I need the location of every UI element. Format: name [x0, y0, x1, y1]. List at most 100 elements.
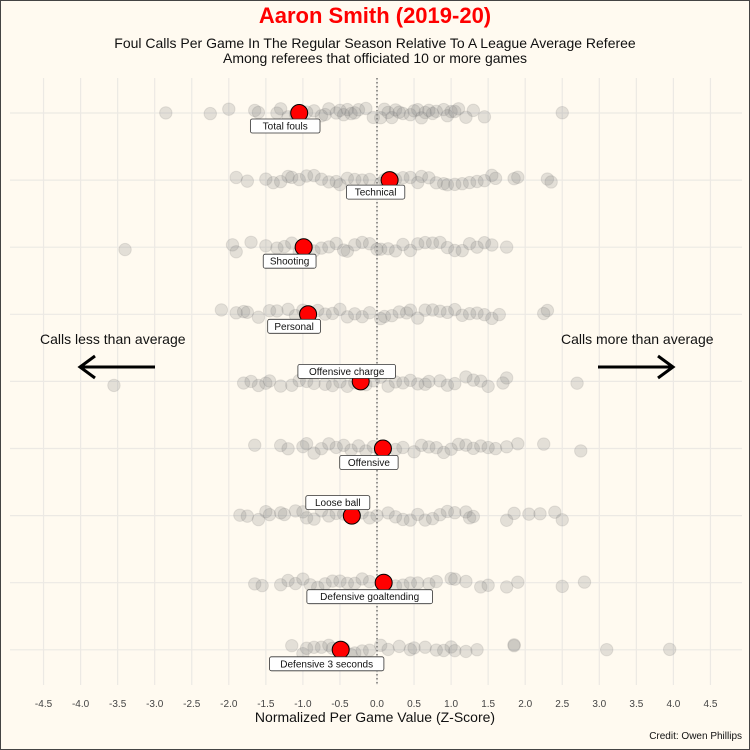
referee-point — [411, 103, 425, 117]
referee-point — [233, 508, 247, 522]
referee-point — [422, 103, 436, 118]
referee-point — [273, 506, 288, 520]
chart-subtitle: Foul Calls Per Game In The Regular Seaso… — [0, 36, 750, 66]
referee-point — [470, 643, 484, 657]
referee-point — [236, 376, 251, 390]
referee-point — [477, 173, 492, 188]
referee-point — [403, 303, 418, 317]
referee-point — [600, 642, 614, 657]
referee-point — [333, 574, 347, 588]
referee-point — [440, 109, 455, 123]
category-label: Offensive — [339, 455, 399, 470]
referee-point — [374, 242, 388, 256]
referee-point — [259, 172, 273, 186]
referee-point — [362, 172, 377, 187]
referee-point — [436, 102, 451, 117]
referee-point — [507, 506, 521, 521]
referee-point — [485, 311, 499, 326]
referee-point — [322, 437, 336, 451]
referee-point — [285, 378, 299, 392]
x-tick-label: 0.0 — [370, 699, 384, 710]
referee-point — [336, 243, 351, 257]
referee-point — [407, 445, 421, 459]
referee-point — [459, 110, 473, 124]
referee-point — [488, 171, 503, 186]
referee-point — [351, 103, 366, 117]
referee-point — [318, 107, 332, 122]
referee-point — [381, 242, 395, 256]
referee-point — [422, 374, 436, 389]
x-tick-label: 1.5 — [481, 699, 495, 710]
left-arrow-icon — [77, 354, 155, 380]
referee-point — [307, 376, 321, 391]
category-labels: Total fouls Technical Shooting Personal Offe… — [249, 118, 433, 672]
referee-point — [299, 437, 314, 451]
referee-point — [299, 169, 314, 183]
referee-point — [511, 575, 525, 589]
referee-point — [285, 638, 299, 653]
category-label: Defensive 3 seconds — [269, 656, 385, 672]
category-label: Shooting — [262, 253, 317, 269]
referee-point — [392, 639, 406, 654]
referee-point — [362, 305, 377, 320]
referee-point — [399, 306, 414, 320]
referee-point — [333, 177, 347, 192]
x-tick-label: 2.0 — [518, 699, 532, 710]
referee-point — [499, 580, 514, 594]
highlight-point — [294, 238, 313, 257]
referee-point — [396, 106, 410, 121]
referee-point — [325, 378, 340, 393]
referee-point — [537, 306, 551, 321]
referee-point — [574, 444, 588, 458]
referee-point — [662, 642, 677, 657]
referee-point — [444, 442, 458, 456]
referee-point — [466, 373, 481, 387]
x-tick-label: -2.5 — [183, 699, 201, 710]
referee-point — [403, 513, 418, 527]
referee-point — [444, 571, 458, 586]
referee-point — [548, 505, 562, 519]
referee-point — [336, 108, 351, 122]
referee-point — [555, 579, 569, 594]
referee-points — [107, 101, 677, 662]
referee-point — [411, 175, 425, 190]
referee-point — [392, 105, 406, 119]
referee-point — [340, 244, 355, 258]
category-label: Personal — [267, 318, 321, 334]
referee-point — [266, 175, 280, 190]
referee-point — [262, 374, 277, 388]
referee-point — [444, 104, 458, 119]
referee-point — [329, 236, 343, 251]
referee-point — [544, 175, 558, 189]
category-label-box — [297, 363, 396, 379]
referee-point — [336, 438, 351, 453]
category-label-text: Shooting — [270, 257, 309, 268]
x-tick-label: -3.5 — [109, 699, 127, 710]
referee-point — [414, 111, 429, 125]
referee-point — [329, 174, 343, 189]
referee-point — [229, 245, 243, 259]
x-tick-label: -4.5 — [35, 699, 53, 710]
x-tick-label: 3.0 — [592, 699, 606, 710]
referee-point — [374, 311, 388, 326]
referee-point — [477, 236, 492, 250]
referee-point — [499, 240, 514, 254]
category-label-text: Personal — [274, 322, 313, 333]
x-axis-ticks: -4.5 -4.0 -3.5 -3.0 -2.5 -2.0 -1.5 -1.0 -0.5 0.0 0… — [35, 699, 718, 710]
subtitle-line-2: Among referees that officiated 10 or mor… — [222, 50, 527, 66]
referee-point — [307, 446, 321, 460]
referee-point — [318, 307, 332, 321]
referee-point — [340, 102, 355, 117]
referee-point — [255, 578, 269, 593]
referee-point — [288, 576, 303, 591]
referee-point — [429, 574, 443, 589]
referee-point — [429, 104, 443, 119]
referee-point — [325, 306, 340, 321]
referee-point — [429, 176, 443, 190]
referee-point — [273, 102, 288, 116]
referee-point — [374, 638, 388, 653]
referee-point — [466, 441, 481, 456]
referee-point — [496, 376, 510, 390]
referee-point — [488, 441, 503, 456]
referee-point — [333, 302, 347, 317]
